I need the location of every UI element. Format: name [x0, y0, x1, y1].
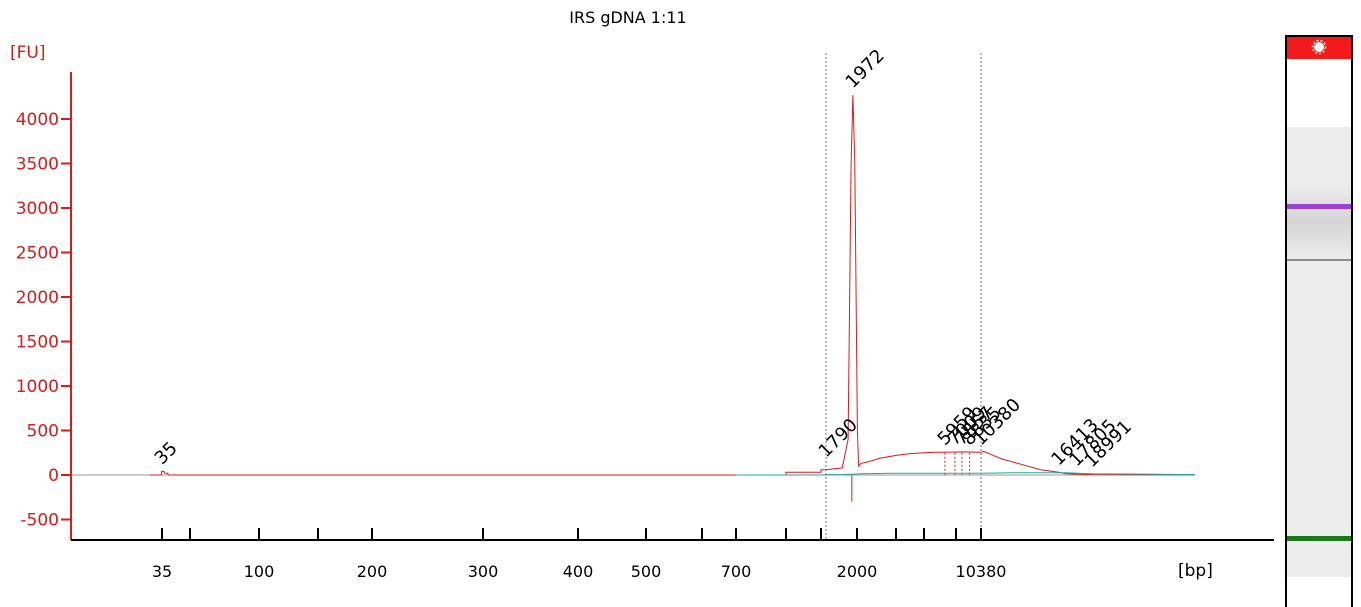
x-tick-label: 200: [357, 562, 388, 581]
y-tick-label: 4000: [16, 110, 59, 130]
y-tick-label: 2000: [16, 288, 59, 308]
y-tick-label: 0: [48, 466, 59, 486]
x-tick-label: 400: [563, 562, 594, 581]
gel-faint-band: [1287, 259, 1351, 261]
plot-area: [71, 53, 1196, 540]
x-tick-label: 100: [244, 562, 275, 581]
y-axis: -500 0 500 1000 1500 2000 2500 3000 3500 4000: [16, 72, 72, 540]
gel-smear-gradient: [1287, 185, 1351, 260]
series-line-2: [736, 472, 1196, 476]
x-axis: 35 100 200 300 400 500 700 2000 10380: [71, 528, 1274, 581]
y-tick-label: 1500: [16, 333, 59, 353]
y-tick-label: -500: [20, 511, 59, 531]
peak-label: 1790: [815, 415, 862, 462]
gel-lane: [1285, 35, 1353, 607]
peak-label: 35: [151, 438, 182, 469]
x-tick-label: 300: [468, 562, 499, 581]
gel-top-marker-icon: [1311, 39, 1327, 55]
x-axis-unit-label: [bp]: [1178, 561, 1213, 581]
x-tick-label: 500: [631, 562, 662, 581]
y-tick-label: 3500: [16, 155, 59, 175]
y-tick-label: 2500: [16, 244, 59, 264]
x-tick-label: 2000: [837, 562, 878, 581]
series-line-1: [150, 94, 1196, 476]
gel-lower-marker-band: [1287, 536, 1351, 541]
x-tick-label: 10380: [956, 562, 1007, 581]
y-tick-label: 3000: [16, 199, 59, 219]
gel-upper-marker-band: [1287, 204, 1351, 209]
x-tick-label: 700: [721, 562, 752, 581]
y-tick-label: 500: [27, 422, 59, 442]
y-tick-label: 1000: [16, 377, 59, 397]
peak-label: 1972: [842, 45, 889, 92]
x-tick-label: 35: [152, 562, 172, 581]
y-axis-unit-label: [FU]: [10, 43, 46, 63]
chart-title: IRS gDNA 1:11: [569, 8, 686, 27]
